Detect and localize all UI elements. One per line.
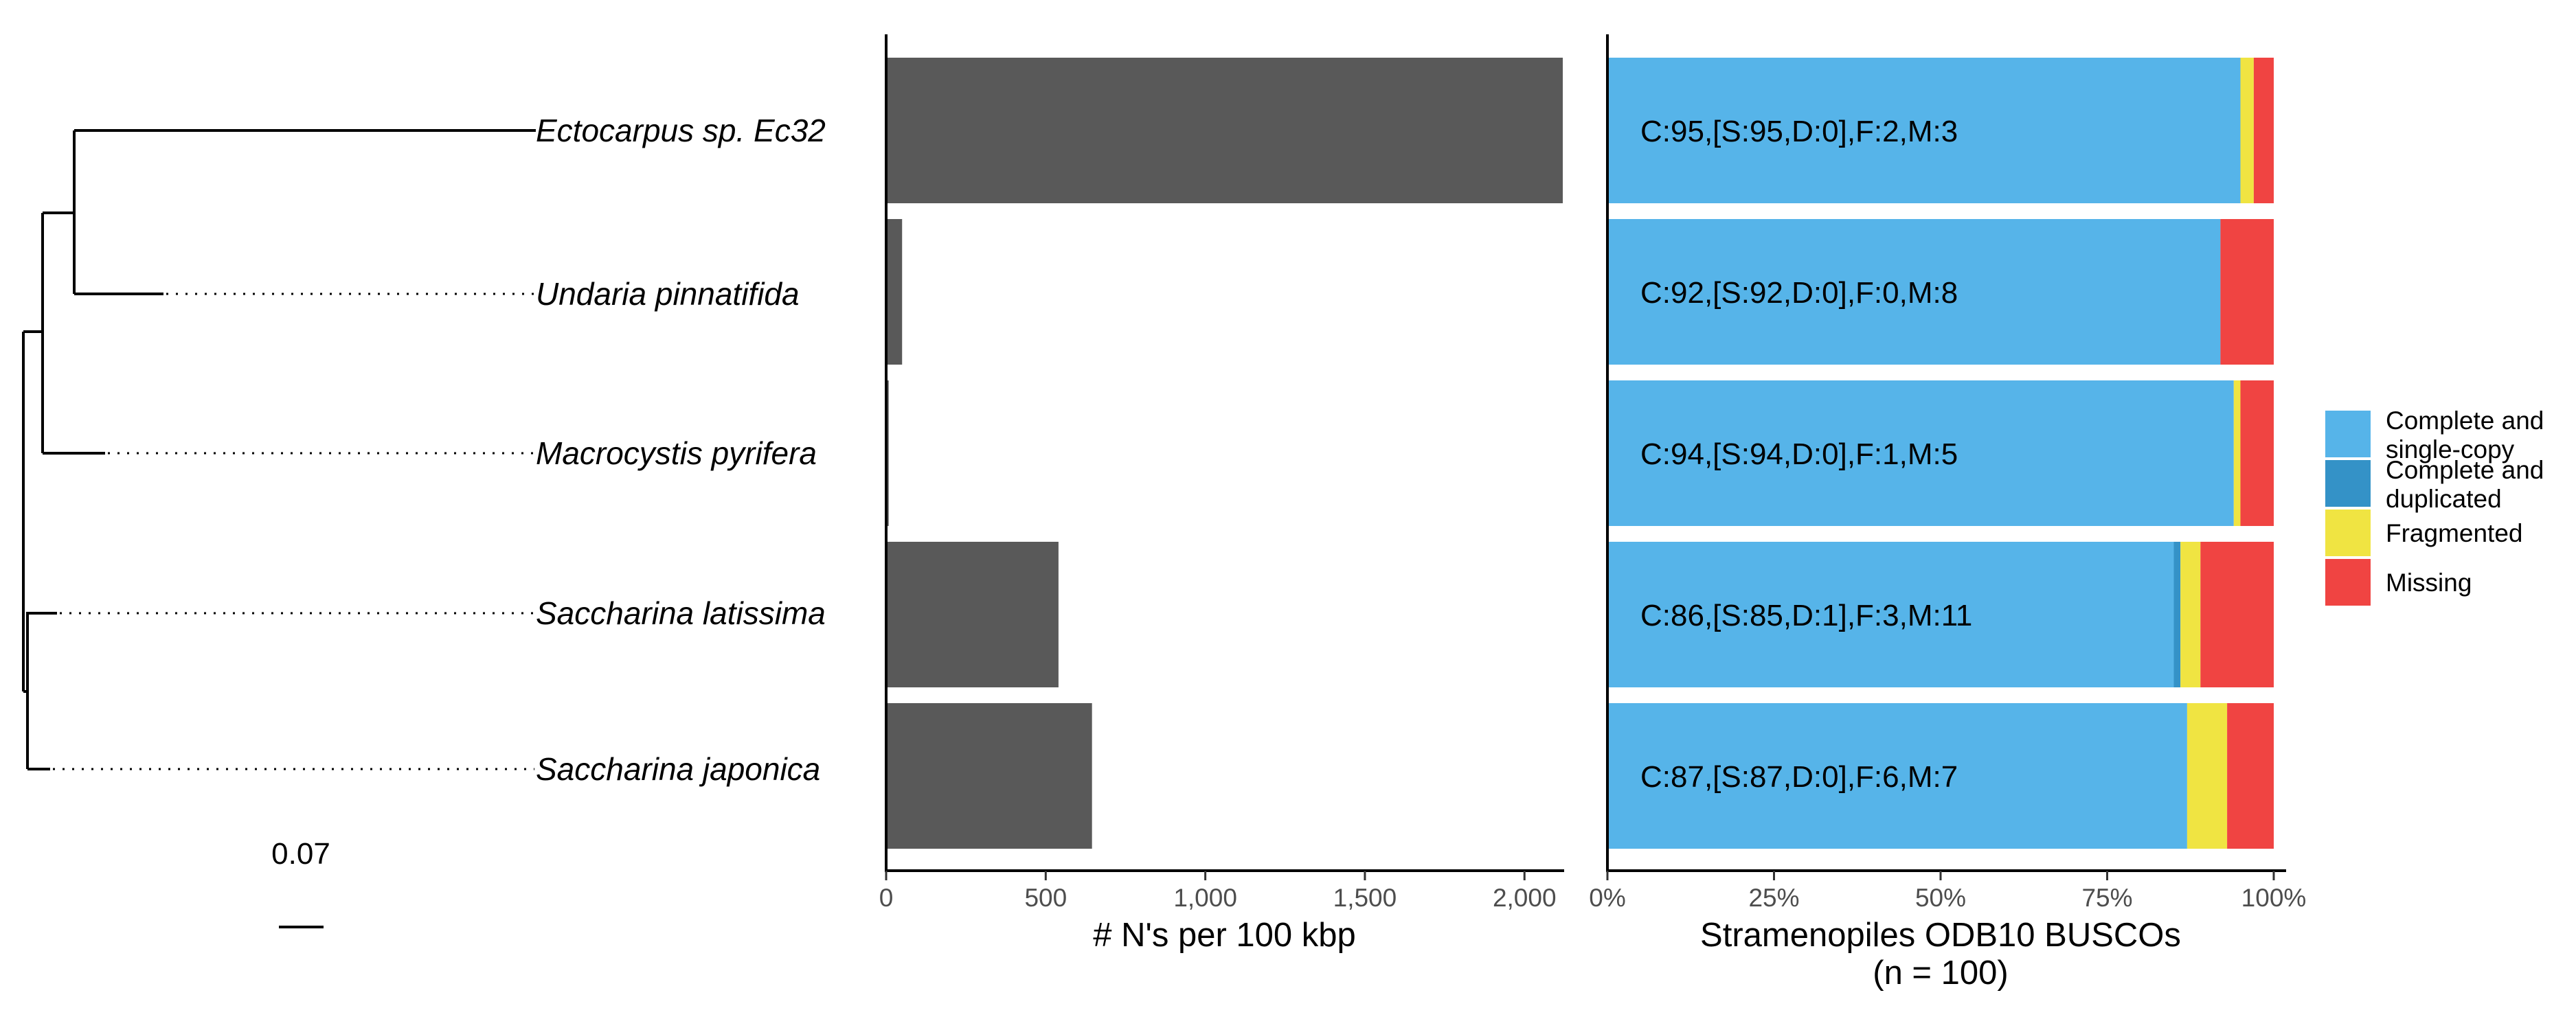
species-label: Macrocystis pyrifera <box>536 435 817 471</box>
busco-segment-4-2 <box>2187 703 2228 849</box>
n-x-tick-label: 1,500 <box>1333 884 1397 912</box>
busco-segment-1-3 <box>2220 219 2274 365</box>
n-bar-0 <box>886 58 1563 203</box>
n-bar-3 <box>886 542 1059 687</box>
busco-bar-label: C:87,[S:87,D:0],F:6,M:7 <box>1640 760 1958 794</box>
busco-x-axis-subtitle: (n = 100) <box>1873 954 2008 992</box>
busco-segment-0-3 <box>2253 58 2274 203</box>
busco-segment-2-3 <box>2240 380 2274 526</box>
legend-label: Missing <box>2386 569 2472 597</box>
busco-bar-label: C:86,[S:85,D:1],F:3,M:11 <box>1640 599 1972 632</box>
busco-segment-3-0 <box>1607 542 2174 687</box>
busco-segment-3-1 <box>2173 542 2181 687</box>
phylogenetic-tree-panel: Ectocarpus sp. Ec32 Undaria pinnatifida Ma… <box>22 113 826 928</box>
busco-bar-label: C:95,[S:95,D:0],F:2,M:3 <box>1640 115 1958 148</box>
n-content-bar-chart: 0 500 1,000 1,500 2,000 # N's per 100 kbp <box>879 34 1564 954</box>
busco-x-tick-label: 0% <box>1589 884 1625 912</box>
legend-label: single-copy <box>2386 435 2515 464</box>
legend-label: Fragmented <box>2386 519 2523 547</box>
legend-label: Complete and <box>2386 456 2544 484</box>
species-label: Saccharina latissima <box>536 595 826 631</box>
n-bar-4 <box>886 703 1092 849</box>
busco-stacked-bar-chart: C:95,[S:95,D:0],F:2,M:3 C:92,[S:92,D:0],F… <box>1589 34 2306 992</box>
busco-segment-4-0 <box>1607 703 2187 849</box>
busco-segment-1-0 <box>1607 219 2221 365</box>
n-x-axis-title: # N's per 100 kbp <box>1093 917 1356 954</box>
legend-key-0 <box>2325 411 2371 457</box>
busco-x-tick-label: 25% <box>1748 884 1799 912</box>
legend-key-2 <box>2325 510 2371 556</box>
n-bar-1 <box>886 219 903 365</box>
legend-key-3 <box>2325 559 2371 606</box>
n-x-tick-label: 0 <box>879 884 894 912</box>
busco-bar-label: C:92,[S:92,D:0],F:0,M:8 <box>1640 276 1958 310</box>
busco-segment-0-0 <box>1607 58 2241 203</box>
n-x-tick-label: 2,000 <box>1493 884 1557 912</box>
busco-segment-2-0 <box>1607 380 2234 526</box>
busco-segment-2-2 <box>2233 380 2241 526</box>
busco-x-tick-label: 100% <box>2241 884 2307 912</box>
busco-x-axis-title: Stramenopiles ODB10 BUSCOs <box>1700 917 2181 954</box>
busco-segment-4-3 <box>2227 703 2274 849</box>
legend-key-1 <box>2325 460 2371 507</box>
n-x-tick-label: 500 <box>1024 884 1067 912</box>
busco-segment-3-2 <box>2180 542 2201 687</box>
busco-segment-0-2 <box>2240 58 2254 203</box>
legend-label: Complete and <box>2386 407 2544 435</box>
busco-bar-label: C:94,[S:94,D:0],F:1,M:5 <box>1640 437 1958 471</box>
busco-segment-3-3 <box>2200 542 2274 687</box>
scale-bar-label: 0.07 <box>271 837 330 871</box>
legend-label: duplicated <box>2386 485 2502 513</box>
busco-x-tick-label: 75% <box>2081 884 2132 912</box>
species-label: Undaria pinnatifida <box>536 276 800 312</box>
busco-x-tick-label: 50% <box>1915 884 1966 912</box>
species-label: Ectocarpus sp. Ec32 <box>536 113 826 148</box>
species-label: Saccharina japonica <box>536 751 820 787</box>
n-x-tick-label: 1,000 <box>1173 884 1237 912</box>
